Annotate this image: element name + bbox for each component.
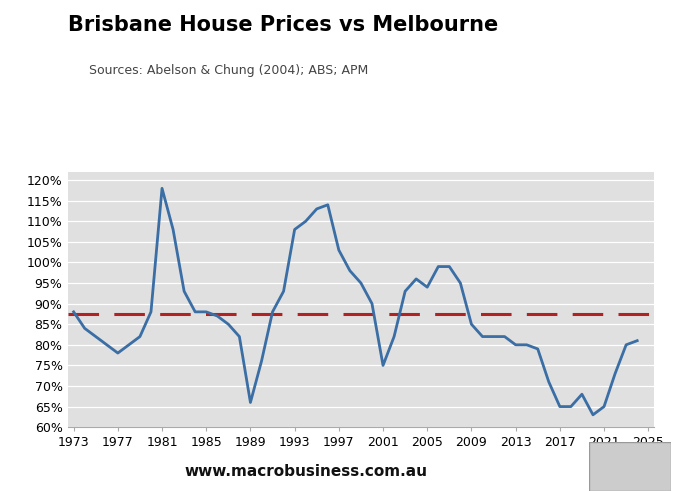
Text: MACRO: MACRO [554, 25, 628, 43]
Text: Sources: Abelson & Chung (2004); ABS; APM: Sources: Abelson & Chung (2004); ABS; AP… [89, 64, 368, 77]
Text: BUSINESS: BUSINESS [541, 55, 641, 73]
FancyBboxPatch shape [589, 442, 671, 491]
Text: www.macrobusiness.com.au: www.macrobusiness.com.au [185, 464, 428, 479]
Text: Brisbane House Prices vs Melbourne: Brisbane House Prices vs Melbourne [68, 15, 498, 35]
